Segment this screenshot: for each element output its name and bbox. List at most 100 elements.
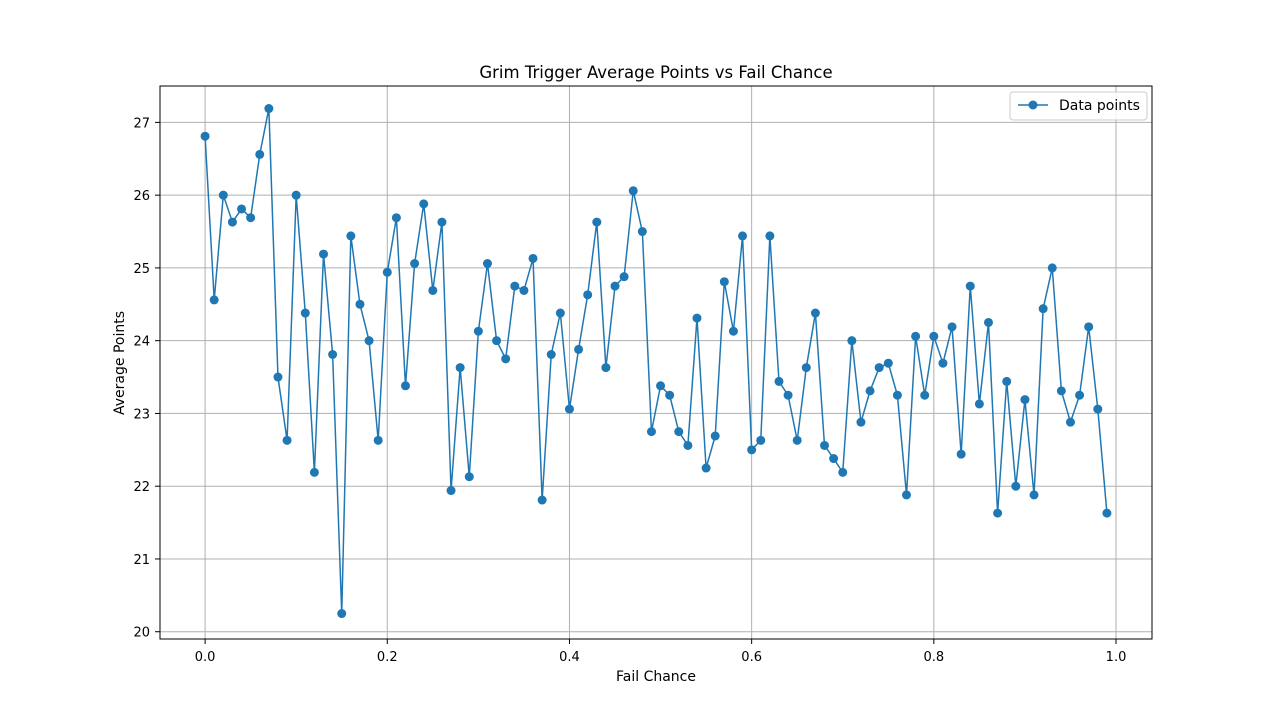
data-point	[692, 313, 702, 323]
data-point	[619, 272, 629, 282]
data-point	[920, 390, 930, 400]
x-axis: 0.0 0.2 0.4 0.6 0.8 1.0	[195, 639, 1126, 665]
data-point	[537, 495, 547, 505]
data-point	[364, 336, 374, 346]
legend: Data points	[1009, 91, 1148, 121]
data-point	[264, 104, 274, 114]
data-point	[382, 267, 392, 277]
legend-marker-swatch	[1028, 100, 1038, 110]
y-axis: 20 21 22 23 24 25 26 27	[133, 116, 160, 641]
data-point	[574, 344, 584, 354]
data-point	[637, 227, 647, 237]
data-point	[328, 350, 338, 359]
data-point	[482, 259, 492, 269]
data-point	[1029, 490, 1039, 500]
data-point	[1065, 417, 1075, 427]
data-point	[983, 317, 993, 327]
data-point	[246, 213, 256, 223]
data-point	[455, 363, 465, 373]
x-tick-label: 0.8	[923, 650, 944, 665]
data-point	[701, 463, 711, 473]
data-point	[255, 149, 265, 159]
data-point	[446, 486, 456, 496]
data-point	[1038, 304, 1048, 314]
plot-frame	[159, 85, 1153, 640]
data-point	[756, 435, 766, 445]
data-point	[974, 399, 984, 409]
data-point	[464, 472, 474, 482]
data-point	[273, 372, 283, 382]
data-point	[400, 381, 410, 391]
legend-box	[1009, 91, 1148, 121]
data-point	[646, 427, 656, 437]
data-point	[911, 331, 921, 341]
series-layer	[200, 104, 1112, 619]
data-point	[956, 449, 966, 459]
data-point	[829, 454, 839, 464]
data-point	[1056, 386, 1066, 396]
data-point	[528, 253, 538, 263]
data-point	[200, 131, 210, 141]
data-point	[510, 281, 520, 291]
data-point	[683, 440, 693, 450]
data-point	[774, 376, 784, 386]
data-point	[902, 490, 912, 500]
data-point	[1093, 404, 1103, 414]
data-point	[929, 331, 939, 341]
y-tick-label: 22	[133, 480, 150, 495]
y-tick-label: 23	[133, 407, 150, 422]
data-point	[428, 285, 438, 295]
data-point	[1075, 390, 1085, 400]
data-point	[1002, 376, 1012, 386]
data-point	[820, 440, 830, 450]
data-point	[592, 217, 602, 227]
data-point	[965, 281, 975, 291]
data-point	[355, 299, 365, 309]
data-point	[209, 295, 219, 305]
series-line	[204, 107, 1108, 615]
y-axis-label: Average Points	[112, 311, 128, 415]
data-point	[665, 390, 675, 400]
data-point	[546, 350, 556, 359]
data-point	[728, 326, 738, 336]
data-point	[564, 404, 574, 414]
data-point	[555, 308, 565, 318]
data-point	[865, 386, 875, 396]
data-point	[337, 609, 347, 619]
data-point	[783, 390, 793, 400]
data-point	[738, 231, 748, 241]
x-tick-label: 0.0	[195, 650, 216, 665]
data-point	[583, 290, 593, 300]
data-point	[291, 190, 301, 200]
data-point	[492, 336, 502, 346]
data-point	[810, 308, 820, 318]
y-tick-label: 25	[133, 262, 150, 277]
data-point	[710, 431, 720, 441]
data-point	[309, 467, 319, 477]
data-point	[282, 435, 292, 445]
data-point	[892, 390, 902, 400]
data-point	[1084, 322, 1094, 332]
data-point	[947, 322, 957, 332]
data-point	[792, 435, 802, 445]
data-point	[218, 190, 228, 200]
x-tick-label: 0.2	[377, 650, 398, 665]
data-point	[373, 435, 383, 445]
data-point	[674, 427, 684, 437]
data-point	[856, 417, 866, 427]
data-point	[801, 363, 811, 373]
x-axis-label: Fail Chance	[616, 669, 696, 685]
data-point	[628, 186, 638, 196]
data-point	[391, 213, 401, 223]
chart-title: Grim Trigger Average Points vs Fail Chan…	[479, 63, 832, 82]
data-point	[719, 277, 729, 287]
data-point	[1020, 395, 1030, 405]
data-point	[993, 508, 1003, 518]
data-point	[656, 381, 666, 391]
data-point	[410, 259, 420, 269]
y-tick-label: 21	[133, 553, 150, 568]
data-point	[1102, 508, 1112, 518]
data-point	[346, 231, 356, 241]
x-tick-label: 0.4	[559, 650, 580, 665]
